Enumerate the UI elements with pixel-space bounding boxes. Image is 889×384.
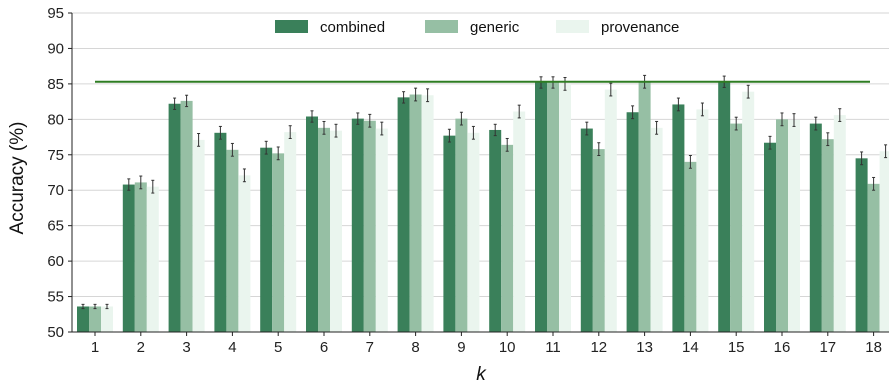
y-tick-label: 60 (47, 253, 64, 270)
x-tick-label: 6 (320, 339, 328, 356)
bar-provenance-k1 (101, 306, 113, 332)
bar-combined-k5 (260, 147, 273, 332)
y-tick-label: 85 (47, 76, 64, 93)
bar-generic-k18 (867, 183, 880, 332)
bar-combined-k1 (77, 306, 89, 332)
bar-generic-k10 (501, 144, 514, 332)
legend-label-provenance: provenance (601, 19, 679, 36)
x-tick-label: 14 (682, 339, 699, 356)
bar-generic-k3 (180, 100, 193, 332)
axes (71, 13, 889, 333)
legend-label-generic: generic (470, 19, 520, 36)
x-tick-label: 18 (865, 339, 882, 356)
bar-generic-k7 (363, 120, 376, 332)
x-tick-label: 12 (590, 339, 607, 356)
bar-provenance-k2 (146, 186, 159, 332)
x-tick-label: 11 (545, 339, 561, 356)
bar-combined-k10 (489, 129, 502, 332)
legend: combined generic provenance (275, 19, 679, 36)
bar-generic-k9 (455, 118, 468, 332)
bar-generic-k13 (638, 81, 651, 332)
bar-provenance-k17 (833, 115, 846, 332)
bar-provenance-k8 (421, 95, 434, 332)
y-tick-label: 65 (47, 218, 64, 235)
x-tick-label: 17 (819, 339, 836, 356)
gridlines (72, 12, 889, 333)
x-tick-label: 2 (137, 339, 145, 356)
bar-generic-k2 (134, 182, 147, 332)
bar-generic-k12 (592, 149, 605, 332)
bar-combined-k2 (122, 184, 135, 332)
bar-generic-k17 (821, 139, 834, 332)
legend-swatch-combined (275, 20, 308, 33)
y-tick-label: 75 (47, 147, 64, 164)
y-axis-title: Accuracy (%) (7, 122, 28, 235)
x-tick-label: 7 (366, 339, 374, 356)
bar-combined-k4 (214, 132, 227, 332)
x-tick-label: 16 (774, 339, 791, 356)
bar-combined-k3 (168, 103, 181, 332)
y-tick-label: 95 (47, 5, 64, 22)
bar-provenance-k5 (284, 132, 297, 332)
bar-provenance-k3 (192, 139, 205, 332)
bar-combined-k14 (672, 104, 685, 333)
bar-generic-k5 (272, 153, 285, 332)
bar-provenance-k4 (238, 175, 251, 332)
bar-provenance-k12 (604, 89, 617, 332)
y-tick-label: 50 (47, 324, 64, 341)
y-tick-label: 90 (47, 40, 64, 57)
bar-combined-k18 (855, 158, 868, 332)
y-tick-labels: 50 55 60 65 70 75 80 85 90 95 (47, 5, 72, 341)
x-tick-label: 1 (91, 339, 99, 356)
bar-combined-k11 (535, 82, 547, 333)
bar-generic-k16 (776, 119, 788, 332)
bar-generic-k14 (684, 161, 697, 332)
x-axis-title: k (476, 364, 487, 384)
bar-combined-k15 (718, 81, 731, 332)
legend-swatch-provenance (556, 20, 589, 33)
bar-combined-k8 (397, 97, 410, 332)
bar-combined-k17 (809, 123, 822, 332)
bar-combined-k7 (351, 118, 364, 332)
bar-provenance-k18 (879, 151, 889, 332)
error-bars (81, 74, 888, 310)
bar-generic-k8 (409, 94, 422, 333)
x-tick-label: 3 (182, 339, 190, 356)
bar-provenance-k7 (375, 128, 388, 332)
bar-provenance-k15 (742, 91, 755, 332)
legend-label-combined: combined (320, 19, 385, 36)
bar-provenance-k13 (650, 127, 663, 332)
x-tick-label: 13 (636, 339, 653, 356)
bar-provenance-k10 (513, 111, 526, 332)
y-tick-label: 80 (47, 111, 64, 128)
bar-generic-k15 (730, 123, 743, 332)
y-tick-label: 70 (47, 182, 64, 199)
bar-combined-k9 (443, 135, 456, 332)
bar-generic-k1 (89, 306, 101, 332)
x-tick-label: 8 (411, 339, 419, 356)
x-tick-label: 4 (228, 339, 236, 356)
bar-provenance-k6 (330, 130, 342, 332)
legend-swatch-generic (425, 20, 458, 33)
bar-generic-k11 (547, 82, 559, 333)
x-tick-labels: 1 2 3 4 5 6 7 8 9 10 11 12 13 14 15 16 17 18 (91, 332, 882, 356)
bar-provenance-k14 (696, 109, 709, 332)
x-tick-label: 9 (457, 339, 465, 356)
bar-provenance-k9 (467, 132, 480, 332)
bars (77, 81, 889, 333)
bar-generic-k4 (226, 149, 239, 332)
bar-combined-k6 (306, 116, 318, 333)
x-tick-label: 15 (728, 339, 745, 356)
bar-provenance-k11 (559, 83, 571, 332)
bar-combined-k12 (580, 128, 593, 332)
x-tick-label: 5 (274, 339, 282, 356)
bar-provenance-k16 (788, 120, 800, 332)
bar-generic-k6 (318, 127, 330, 332)
x-tick-label: 10 (499, 339, 516, 356)
bar-combined-k16 (764, 142, 776, 332)
bar-combined-k13 (626, 112, 639, 332)
y-tick-label: 55 (47, 289, 64, 306)
